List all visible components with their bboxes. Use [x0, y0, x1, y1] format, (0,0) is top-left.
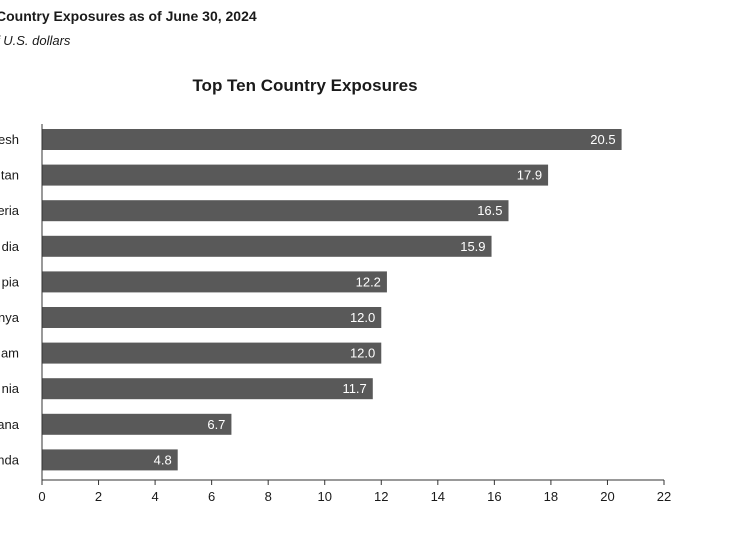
category-label: am	[1, 346, 19, 361]
x-tick-label: 4	[151, 489, 158, 504]
category-label: pia	[2, 274, 20, 289]
data-label: 16.5	[477, 203, 502, 218]
bar	[42, 129, 622, 150]
bar	[42, 200, 509, 222]
x-tick-label: 0	[38, 489, 45, 504]
category-label: nya	[0, 310, 20, 325]
x-tick-label: 2	[95, 489, 102, 504]
x-tick-label: 10	[317, 489, 331, 504]
x-tick-label: 14	[431, 489, 445, 504]
x-tick-label: 8	[265, 489, 272, 504]
bar	[42, 164, 549, 186]
bar	[42, 271, 387, 293]
category-label: tan	[1, 168, 19, 183]
x-tick-label: 12	[374, 489, 388, 504]
data-label: 6.7	[207, 417, 225, 432]
category-label: eria	[0, 203, 20, 218]
data-label: 20.5	[590, 132, 615, 147]
data-label: 12.2	[356, 274, 381, 289]
bar	[42, 378, 373, 400]
bar	[42, 413, 232, 435]
bar	[42, 342, 382, 364]
data-label: 12.0	[350, 346, 375, 361]
x-tick-label: 22	[657, 489, 671, 504]
category-label: nia	[2, 381, 20, 396]
data-label: 12.0	[350, 310, 375, 325]
category-label: dia	[2, 239, 20, 254]
category-label: nda	[0, 452, 20, 467]
data-label: 15.9	[460, 239, 485, 254]
data-label: 11.7	[342, 381, 366, 396]
data-label: 17.9	[517, 168, 542, 183]
bar	[42, 307, 382, 328]
x-tick-label: 16	[487, 489, 501, 504]
page-title: Country Exposures as of June 30, 2024	[0, 8, 257, 24]
data-label: 4.8	[154, 452, 172, 467]
page-subtitle: f U.S. dollars	[0, 33, 71, 48]
x-tick-label: 18	[544, 489, 558, 504]
x-tick-label: 6	[208, 489, 215, 504]
bar	[42, 235, 492, 257]
category-label: ana	[0, 417, 20, 432]
x-tick-label: 20	[600, 489, 614, 504]
bar	[42, 449, 178, 471]
chart-title: Top Ten Country Exposures	[192, 76, 418, 95]
category-label: esh	[0, 132, 19, 147]
